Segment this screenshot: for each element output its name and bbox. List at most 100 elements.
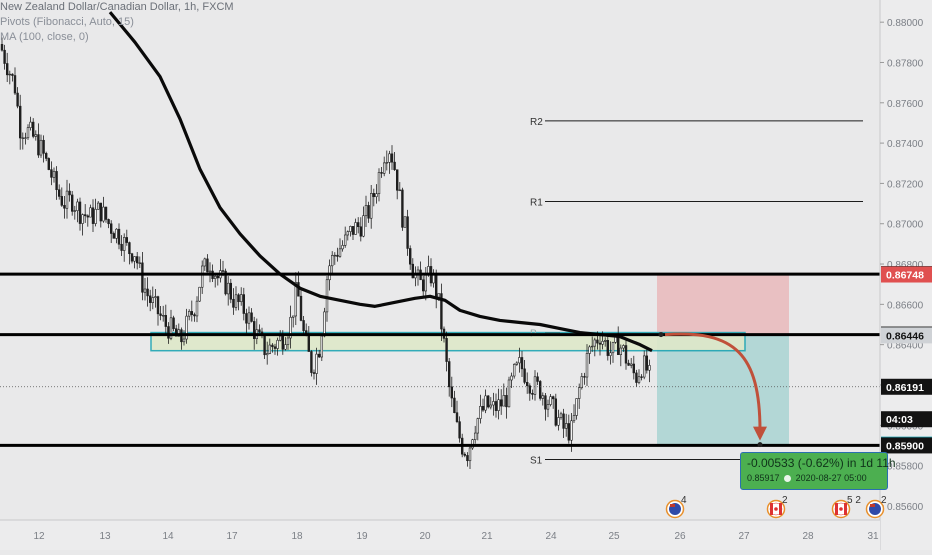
candle-body	[60, 196, 64, 206]
y-tick-label: 0.88000	[887, 18, 924, 29]
candle-body	[377, 172, 381, 195]
candle-body	[52, 171, 56, 178]
event-badge: 2	[865, 495, 887, 519]
candle	[395, 169, 399, 200]
candle	[338, 238, 342, 258]
candle-body	[611, 341, 615, 354]
y-tick-label: 0.87600	[887, 99, 924, 110]
candle	[349, 225, 352, 237]
pivots-indicator-label[interactable]: Pivots (Fibonacci, Auto, 15)	[0, 16, 134, 28]
candle-body	[520, 357, 524, 370]
candle	[559, 411, 563, 420]
event-badge: 2	[766, 495, 788, 519]
candle	[580, 372, 584, 390]
candle-body	[635, 372, 638, 383]
candle	[440, 283, 443, 341]
candle	[31, 118, 35, 139]
candle	[317, 349, 321, 358]
candle	[91, 199, 95, 233]
candle-body	[536, 376, 539, 382]
candle	[63, 196, 66, 219]
candle	[130, 252, 134, 264]
candle-body	[97, 202, 100, 210]
candle	[408, 245, 412, 270]
candle-body	[94, 208, 97, 224]
candle	[107, 218, 110, 229]
candle	[39, 134, 43, 158]
candle-body	[499, 399, 503, 407]
candle	[518, 347, 521, 373]
candle-body	[268, 344, 271, 354]
candle	[375, 184, 378, 204]
candle	[450, 376, 453, 408]
candle	[585, 344, 589, 386]
candle-body	[629, 363, 633, 366]
candle-body	[533, 376, 537, 395]
candle	[554, 393, 558, 427]
candle-body	[0, 44, 4, 51]
candle-body	[338, 248, 342, 257]
clock-icon	[784, 475, 792, 483]
candle-body	[609, 352, 612, 356]
candle	[557, 409, 560, 431]
candle-body	[411, 263, 414, 279]
y-tick-label: 0.86600	[887, 300, 924, 311]
candle-body	[151, 297, 154, 303]
ma-indicator-label[interactable]: MA (100, close, 0)	[0, 31, 89, 43]
candle	[133, 256, 136, 269]
candle-body	[271, 344, 274, 348]
candle-body	[169, 317, 173, 339]
candle	[44, 151, 48, 162]
candle	[117, 223, 121, 250]
candle-body	[281, 335, 284, 350]
candle-body	[86, 215, 90, 218]
candle	[398, 182, 401, 192]
candle-body	[133, 256, 136, 262]
candle-body	[224, 270, 227, 295]
candle-body	[57, 189, 61, 197]
candle-body	[398, 189, 401, 192]
candle	[497, 388, 500, 420]
candle-body	[453, 397, 456, 413]
candle-body	[81, 214, 84, 224]
candle	[37, 123, 40, 158]
candle-body	[489, 404, 492, 408]
candle-body	[141, 262, 144, 293]
symbol-title[interactable]: New Zealand Dollar/Canadian Dollar, 1h, …	[0, 1, 234, 13]
y-tick-label: 0.86400	[887, 341, 924, 352]
candle	[380, 166, 383, 178]
candle	[315, 347, 318, 385]
candle-body	[369, 193, 373, 219]
candle	[320, 334, 323, 361]
candle-body	[136, 256, 139, 264]
candle	[120, 235, 123, 256]
candle-body	[26, 127, 30, 139]
candle	[294, 272, 297, 326]
candle	[492, 392, 495, 416]
candle-body	[619, 347, 623, 355]
candle-body	[624, 345, 628, 364]
candle	[536, 372, 539, 385]
candle	[52, 167, 56, 183]
take-profit-zone	[657, 334, 789, 445]
candle	[247, 306, 251, 330]
candle	[343, 226, 347, 248]
candle	[271, 343, 274, 353]
candle	[164, 304, 167, 336]
nz-flag-corner	[670, 504, 675, 507]
candle	[299, 288, 303, 322]
candle	[619, 344, 623, 367]
candle	[16, 87, 19, 109]
candle-body	[523, 368, 526, 383]
candle	[359, 217, 362, 242]
candle	[502, 383, 505, 407]
candle	[190, 300, 193, 322]
candle	[206, 254, 209, 273]
candle	[611, 341, 615, 363]
candle-body	[16, 92, 19, 107]
candle	[624, 338, 628, 370]
candle	[94, 198, 97, 227]
pivot-label-s1: S1	[530, 456, 543, 467]
